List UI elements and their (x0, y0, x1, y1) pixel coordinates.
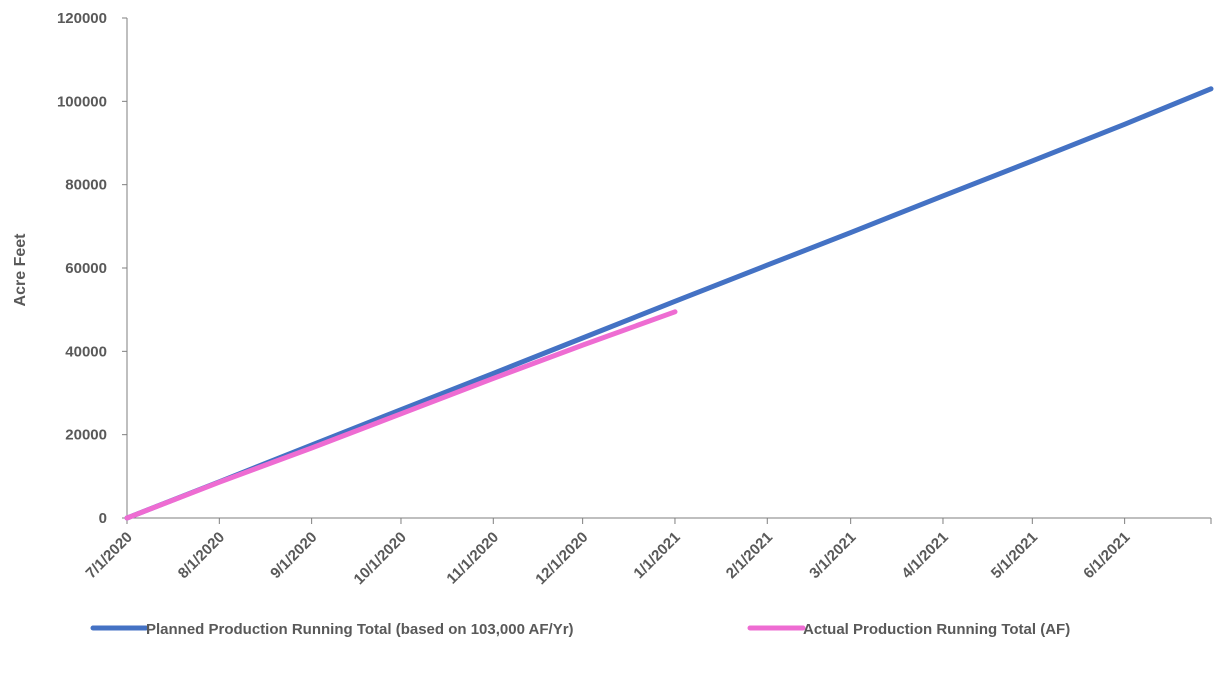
x-tick-label: 5/1/2021 (988, 529, 1041, 582)
y-axis-title: Acre Feet (12, 233, 29, 307)
series-line-2 (124, 309, 678, 521)
x-tick-label: 4/1/2021 (898, 529, 951, 582)
y-tick-label: 80000 (65, 177, 107, 194)
y-tick-label: 60000 (65, 260, 107, 277)
legend: Planned Production Running Total (based … (90, 621, 1070, 638)
x-tick-label: 7/1/2020 (83, 529, 136, 582)
y-tick-labels: 0 20000 40000 60000 80000 100000 120000 (57, 10, 107, 527)
x-tick-label: 3/1/2021 (806, 529, 859, 582)
x-tick-labels: 7/1/2020 8/1/2020 9/1/2020 10/1/2020 11/1/20… (83, 529, 1134, 588)
x-tick-label: 12/1/2020 (532, 529, 591, 588)
y-tick-label: 20000 (65, 427, 107, 444)
series-lines (124, 86, 1214, 521)
y-tick-label: 120000 (57, 10, 107, 27)
axes (122, 17, 1212, 524)
series-line-1 (124, 86, 1214, 521)
y-tick-label: 40000 (65, 343, 107, 360)
y-tick-label: 0 (99, 510, 107, 527)
x-tick-label: 10/1/2020 (351, 529, 410, 588)
x-tick-label: 11/1/2020 (444, 529, 503, 588)
x-tick-label: 2/1/2021 (723, 529, 776, 582)
x-tick-label: 8/1/2020 (175, 529, 228, 582)
y-tick-label: 100000 (57, 93, 107, 110)
legend-label-2: Actual Production Running Total (AF) (803, 621, 1070, 638)
x-tick-label: 6/1/2021 (1080, 529, 1133, 582)
legend-label-1: Planned Production Running Total (based … (146, 621, 574, 638)
x-tick-label: 1/1/2021 (630, 529, 683, 582)
x-tick-label: 9/1/2020 (267, 529, 320, 582)
